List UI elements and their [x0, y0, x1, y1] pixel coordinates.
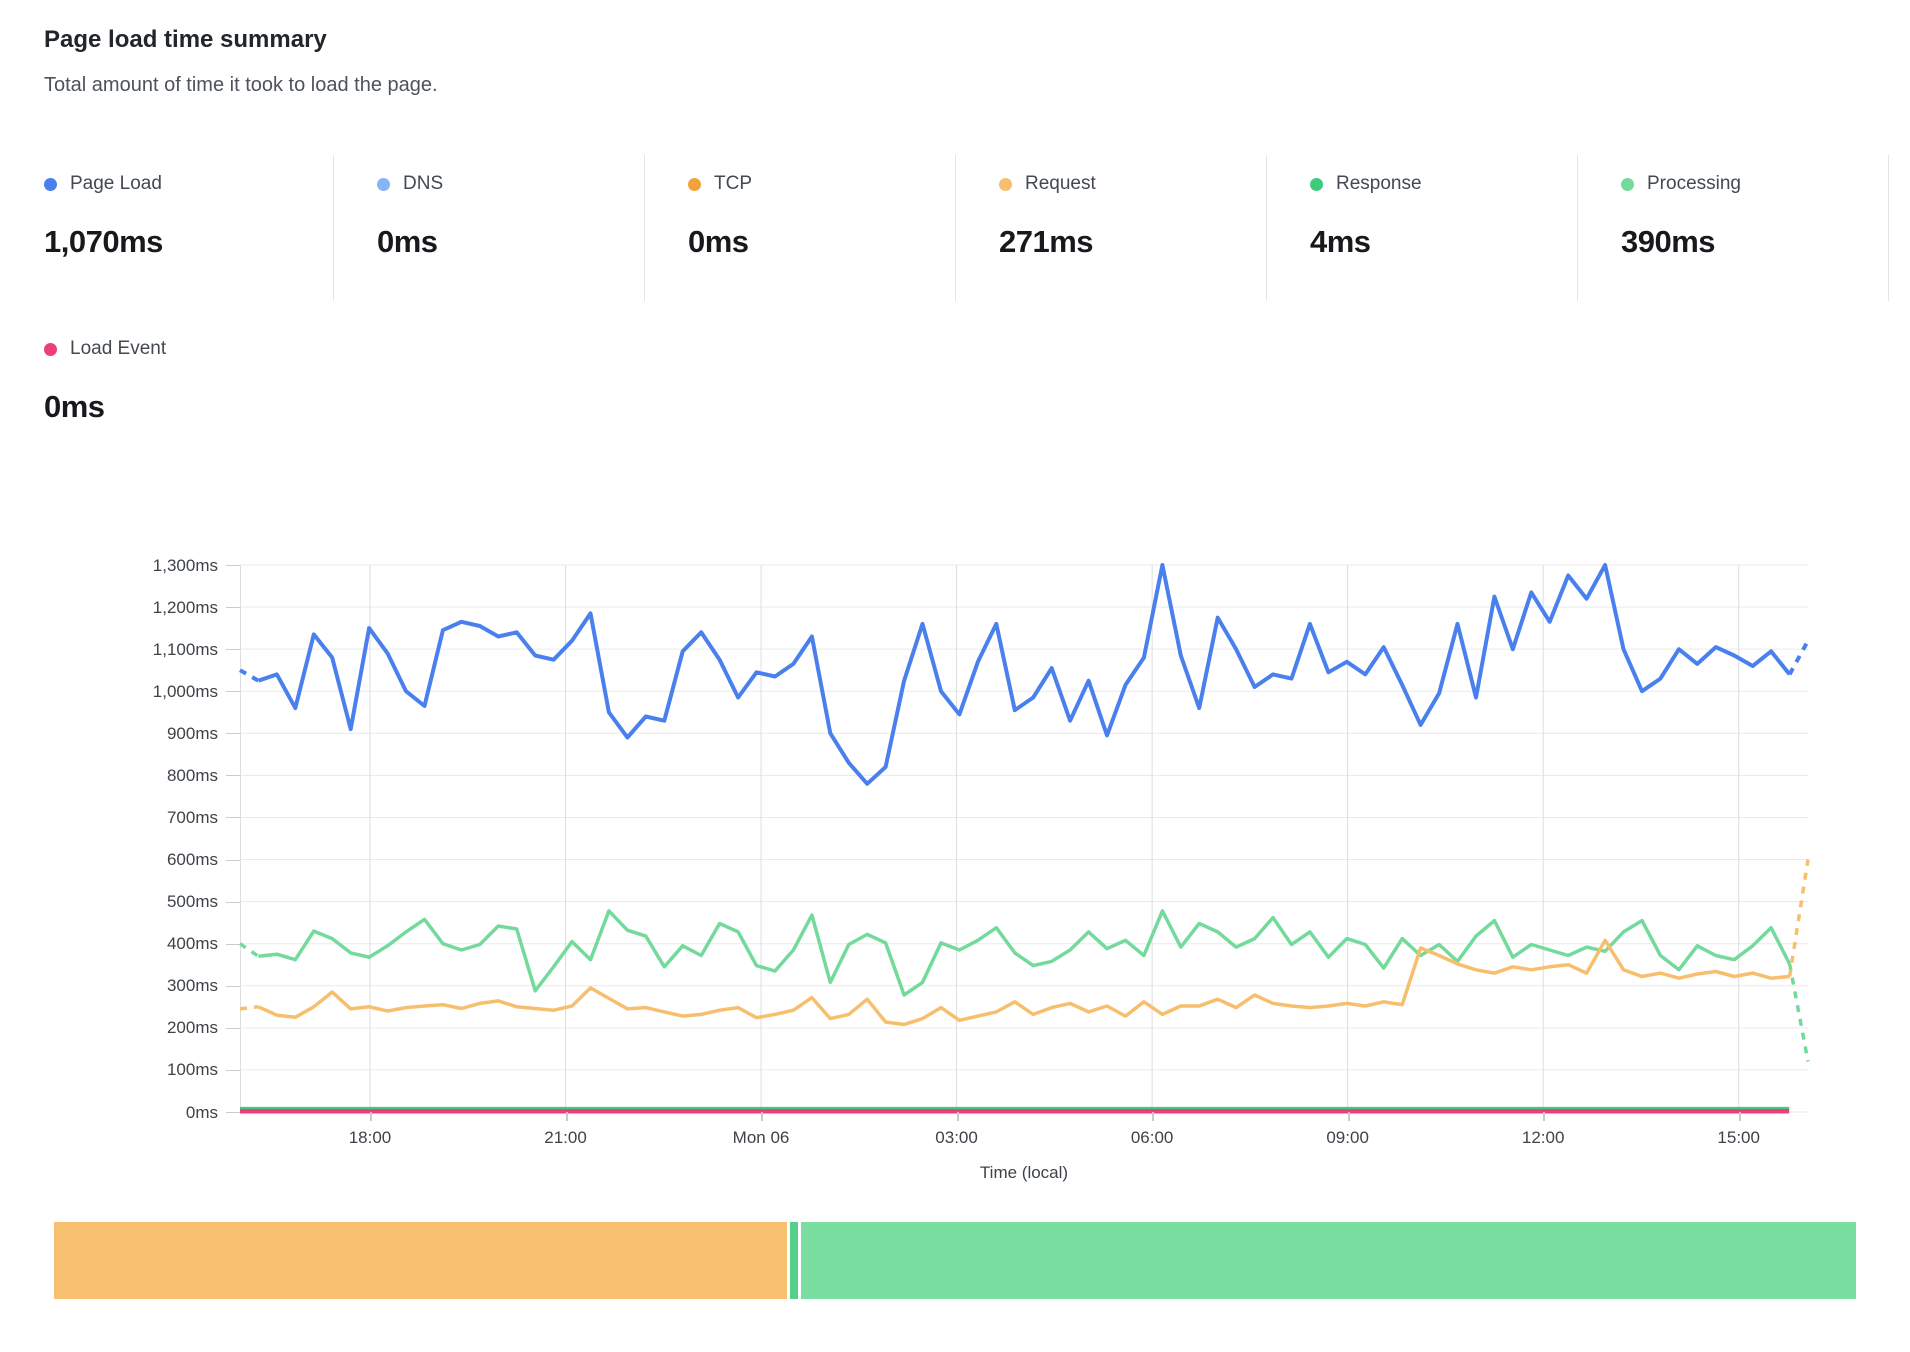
x-tick-mark — [1738, 1112, 1741, 1121]
y-tick-mark — [226, 1112, 240, 1113]
metric-value: 1,070ms — [44, 223, 163, 259]
y-tick-label: 1,300ms — [152, 555, 218, 575]
y-tick-mark — [226, 1027, 240, 1029]
x-tick-mark — [1347, 1112, 1350, 1121]
x-tick-label: 21:00 — [544, 1128, 587, 1147]
legend-stat-load-event[interactable]: Load Event 0ms — [44, 338, 334, 425]
y-tick-label: 800ms — [166, 765, 218, 785]
legend-color-dot — [377, 177, 390, 191]
y-tick-label: 400ms — [166, 934, 218, 954]
metric-value: 0ms — [377, 223, 438, 259]
y-tick-mark — [226, 733, 240, 735]
x-tick-label: 12:00 — [1521, 1128, 1565, 1147]
x-tick-label: 03:00 — [935, 1128, 978, 1147]
series-line-request-lead-dash — [239, 1005, 259, 1011]
metrics-legend-row-2: Load Event 0ms — [44, 338, 334, 425]
legend-color-dot — [688, 177, 701, 191]
legend-color-dot — [44, 177, 57, 191]
y-tick-mark — [226, 817, 240, 819]
y-tick-label: 1,000ms — [152, 681, 218, 701]
y-tick-label: 600ms — [166, 850, 218, 870]
y-tick-label: 0ms — [185, 1102, 218, 1122]
legend-entry: Response — [1310, 173, 1422, 195]
legend-stat-processing[interactable]: Processing 390ms — [1578, 155, 1889, 301]
series-line-processing-tail-dash — [1787, 963, 1810, 1062]
legend-label: Request — [1025, 173, 1096, 194]
series-line-page-load-lead-dash — [239, 668, 260, 683]
y-tick-label: 700ms — [166, 807, 218, 827]
y-tick-mark — [226, 649, 240, 651]
legend-color-dot — [1621, 177, 1634, 191]
status-segment-passing-sliver[interactable] — [790, 1222, 798, 1299]
metric-value: 0ms — [688, 223, 749, 259]
metric-value: 271ms — [999, 223, 1094, 259]
y-tick-label: 500ms — [166, 892, 218, 912]
x-tick-mark — [369, 1112, 372, 1121]
metric-value: 390ms — [1621, 223, 1716, 259]
y-tick-mark — [226, 565, 240, 566]
legend-label: Page Load — [70, 173, 162, 194]
legend-entry: Page Load — [44, 173, 162, 195]
x-tick-mark — [1152, 1112, 1155, 1121]
chart-plot-area[interactable] — [239, 563, 1810, 1114]
y-tick-mark — [226, 607, 240, 609]
legend-label: DNS — [403, 173, 444, 194]
y-tick-mark — [226, 775, 240, 777]
y-tick-mark — [226, 985, 240, 987]
series-line-request — [257, 938, 1790, 1027]
legend-entry: Request — [999, 173, 1096, 195]
y-tick-mark — [226, 859, 240, 861]
x-axis-title: Time (local) — [979, 1163, 1069, 1182]
x-tick-label: Mon 06 — [732, 1128, 790, 1147]
x-tick-label: 18:00 — [348, 1128, 392, 1147]
x-tick-mark — [1543, 1112, 1546, 1121]
status-timeline-bar — [54, 1222, 1856, 1299]
y-tick-label: 900ms — [166, 723, 218, 743]
y-tick-mark — [226, 1069, 240, 1071]
legend-entry: TCP — [688, 173, 752, 195]
status-segment-degraded[interactable] — [54, 1222, 788, 1299]
x-tick-mark — [761, 1112, 764, 1121]
legend-color-dot — [1310, 177, 1323, 191]
page-subtitle: Total amount of time it took to load the… — [44, 74, 438, 96]
legend-color-dot — [44, 342, 57, 356]
legend-color-dot — [999, 177, 1012, 191]
legend-label: Response — [1336, 173, 1422, 194]
series-line-page-load-tail-dash — [1787, 639, 1810, 676]
x-tick-mark — [565, 1112, 568, 1121]
y-tick-mark — [226, 691, 240, 693]
series-line-processing-lead-dash — [239, 942, 260, 958]
x-tick-label: 06:00 — [1130, 1128, 1174, 1147]
y-tick-label: 1,200ms — [152, 597, 218, 617]
y-tick-mark — [226, 901, 240, 903]
legend-entry: Processing — [1621, 173, 1741, 195]
metric-value: 0ms — [44, 388, 105, 424]
page-title: Page load time summary — [44, 26, 327, 53]
series-line-page-load — [257, 563, 1792, 786]
metrics-legend-row: Page Load 1,070ms DNS 0ms TCP 0ms Request 271ms… — [44, 155, 1889, 301]
metric-value: 4ms — [1310, 223, 1371, 259]
y-tick-label: 300ms — [166, 976, 218, 996]
series-line-processing — [258, 909, 1792, 997]
legend-stat-response[interactable]: Response 4ms — [1267, 155, 1578, 301]
y-tick-label: 100ms — [166, 1060, 218, 1080]
legend-stat-page-load[interactable]: Page Load 1,070ms — [44, 155, 334, 301]
y-tick-label: 1,100ms — [152, 639, 218, 659]
x-tick-label: 15:00 — [1717, 1128, 1760, 1147]
x-tick-label: 09:00 — [1326, 1128, 1369, 1147]
series-line-request-tail-dash — [1787, 859, 1810, 977]
legend-label: Load Event — [70, 338, 167, 359]
x-tick-mark — [956, 1112, 959, 1121]
legend-entry: Load Event — [44, 338, 166, 360]
legend-label: Processing — [1647, 173, 1741, 194]
legend-stat-dns[interactable]: DNS 0ms — [334, 155, 645, 301]
legend-stat-tcp[interactable]: TCP 0ms — [645, 155, 956, 301]
legend-entry: DNS — [377, 173, 443, 195]
legend-stat-request[interactable]: Request 271ms — [956, 155, 1267, 301]
legend-label: TCP — [714, 173, 752, 194]
y-tick-label: 200ms — [166, 1018, 218, 1038]
y-tick-mark — [226, 943, 240, 945]
status-segment-passing[interactable] — [800, 1222, 1856, 1299]
